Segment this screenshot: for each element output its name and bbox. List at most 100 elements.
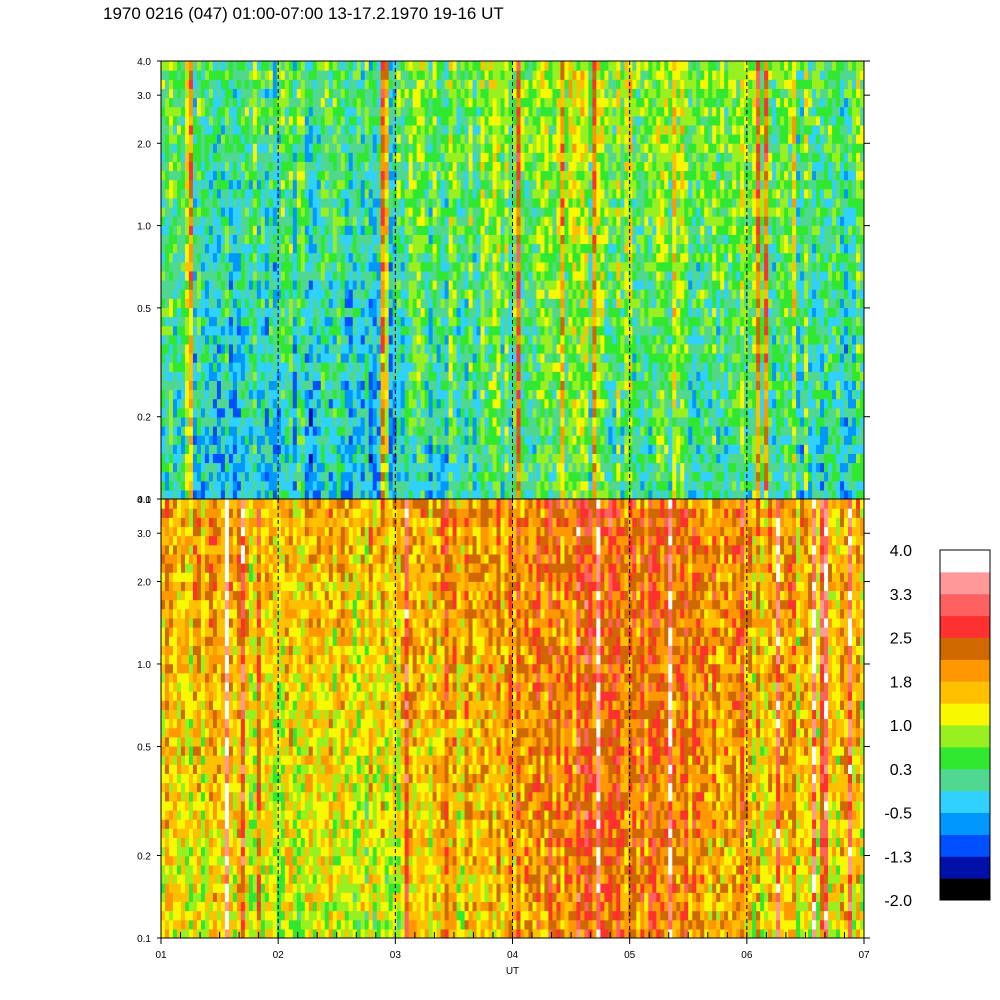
heatmap-cell (344, 316, 350, 327)
heatmap-cell (216, 480, 222, 491)
heatmap-cell (484, 362, 490, 372)
heatmap-cell (164, 298, 170, 308)
heatmap-cell (212, 61, 218, 71)
heatmap-cell (340, 453, 346, 464)
heatmap-cell (548, 225, 554, 235)
heatmap-cell (416, 61, 422, 71)
heatmap-cell (572, 280, 577, 290)
heatmap-cell (568, 298, 574, 308)
heatmap-cell (280, 371, 286, 381)
heatmap-cell (420, 325, 426, 336)
heatmap-cell (388, 79, 394, 89)
heatmap-cell (544, 115, 550, 126)
heatmap-cell (256, 216, 262, 226)
heatmap-cell (352, 435, 358, 445)
heatmap-cell (508, 152, 514, 162)
heatmap-cell (252, 61, 258, 71)
heatmap-cell (380, 243, 386, 254)
heatmap-cell (232, 353, 238, 363)
heatmap-cell (412, 270, 418, 281)
heatmap-cell (416, 398, 422, 409)
heatmap-cell (280, 216, 286, 226)
heatmap-cell (180, 453, 186, 464)
heatmap-cell (236, 462, 242, 473)
heatmap-cell (448, 243, 454, 254)
heatmap-cell (296, 124, 302, 135)
heatmap-cell (276, 298, 282, 308)
heatmap-cell (444, 407, 450, 418)
heatmap-cell (452, 380, 458, 391)
heatmap-cell (276, 380, 282, 391)
heatmap-cell (372, 289, 378, 299)
heatmap-cell (536, 179, 542, 190)
heatmap-cell (544, 362, 550, 372)
heatmap-cell (216, 243, 222, 254)
heatmap-cell (572, 261, 577, 272)
heatmap-cell (364, 398, 370, 409)
heatmap-cell (336, 197, 342, 208)
heatmap-cell (536, 398, 542, 409)
heatmap-cell (460, 124, 466, 135)
heatmap-cell (348, 480, 354, 491)
heatmap-cell (400, 426, 406, 436)
heatmap-cell (480, 225, 486, 235)
heatmap-cell (396, 197, 402, 208)
heatmap-cell (504, 261, 510, 272)
heatmap-cell (224, 489, 230, 499)
heatmap-cell (164, 289, 170, 299)
heatmap-cell (448, 380, 454, 391)
heatmap-cell (544, 188, 550, 199)
heatmap-cell (488, 289, 494, 299)
heatmap-cell (316, 480, 322, 491)
heatmap-cell (200, 398, 206, 409)
heatmap-cell (472, 280, 478, 290)
heatmap-cell (272, 407, 278, 418)
heatmap-cell (264, 471, 270, 482)
heatmap-cell (280, 207, 286, 217)
heatmap-cell (168, 380, 174, 391)
heatmap-cell (208, 334, 214, 345)
heatmap-cell (244, 316, 250, 327)
heatmap-cell (212, 380, 218, 391)
heatmap-cell (268, 471, 274, 482)
heatmap-cell (340, 252, 346, 263)
heatmap-cell (384, 243, 390, 254)
heatmap-cell (304, 170, 310, 181)
heatmap-cell (532, 325, 538, 336)
heatmap-cell (500, 97, 506, 108)
heatmap-cell (252, 380, 258, 391)
heatmap-cell (192, 398, 198, 409)
heatmap-cell (340, 489, 346, 499)
heatmap-cell (344, 289, 350, 299)
heatmap-cell (504, 380, 510, 391)
heatmap-cell (292, 389, 298, 400)
heatmap-cell (356, 143, 362, 153)
heatmap-cell (348, 325, 354, 336)
heatmap-cell (440, 61, 446, 71)
heatmap-cell (276, 389, 282, 400)
heatmap-cell (232, 289, 238, 299)
heatmap-cell (224, 61, 230, 71)
heatmap-cell (464, 124, 470, 135)
heatmap-cell (468, 489, 474, 499)
heatmap-cell (376, 152, 382, 162)
heatmap-cell (312, 270, 318, 281)
heatmap-cell (344, 480, 350, 491)
heatmap-cell (161, 207, 166, 217)
heatmap-cell (300, 106, 306, 117)
heatmap-cell (400, 261, 406, 272)
heatmap-cell (432, 416, 438, 427)
heatmap-cell (556, 280, 562, 290)
heatmap-cell (232, 435, 238, 445)
heatmap-cell (504, 88, 510, 99)
heatmap-cell (452, 115, 458, 126)
heatmap-cell (356, 471, 362, 482)
heatmap-cell (256, 115, 262, 126)
heatmap-cell (520, 134, 526, 144)
heatmap-cell (244, 435, 250, 445)
heatmap-cell (292, 106, 298, 117)
heatmap-cell (304, 325, 310, 336)
heatmap-cell (360, 270, 366, 281)
heatmap-cell (372, 216, 378, 226)
heatmap-cell (276, 353, 282, 363)
